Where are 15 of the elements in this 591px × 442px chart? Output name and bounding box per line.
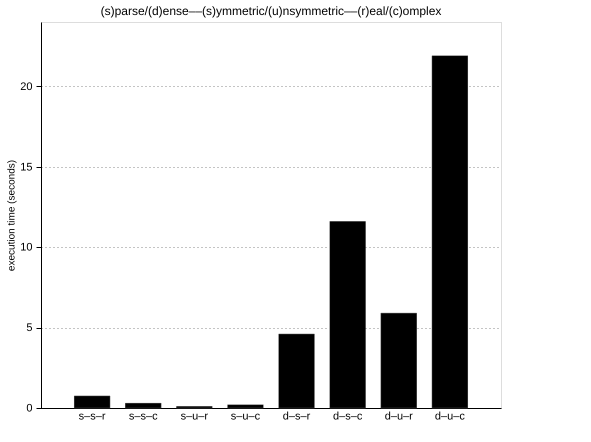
x-tick-label: s–s–r	[78, 410, 106, 422]
x-tick-label: s–u–r	[180, 410, 208, 422]
x-tick-label: d–u–c	[434, 410, 466, 422]
x-tick-label: d–s–r	[282, 410, 311, 422]
y-tick-label: 20	[20, 80, 32, 93]
y-tick-label: 0	[26, 402, 32, 414]
y-axis-title: execution time (seconds)	[6, 160, 18, 272]
y-tick-label: 15	[20, 161, 32, 174]
x-tick-label: d–u–r	[384, 410, 414, 422]
chart-title: (s)parse/(d)ense––(s)ymmetric/(u)nsymmetric––(r)eal/(c)omplex	[100, 4, 442, 18]
y-tick-label: 5	[26, 322, 32, 334]
x-tick-label: s–s–c	[128, 410, 158, 422]
x-tick-label: s–u–c	[230, 410, 261, 422]
x-tick-label: d–s–c	[332, 410, 363, 422]
y-tick-label: 10	[20, 242, 32, 254]
